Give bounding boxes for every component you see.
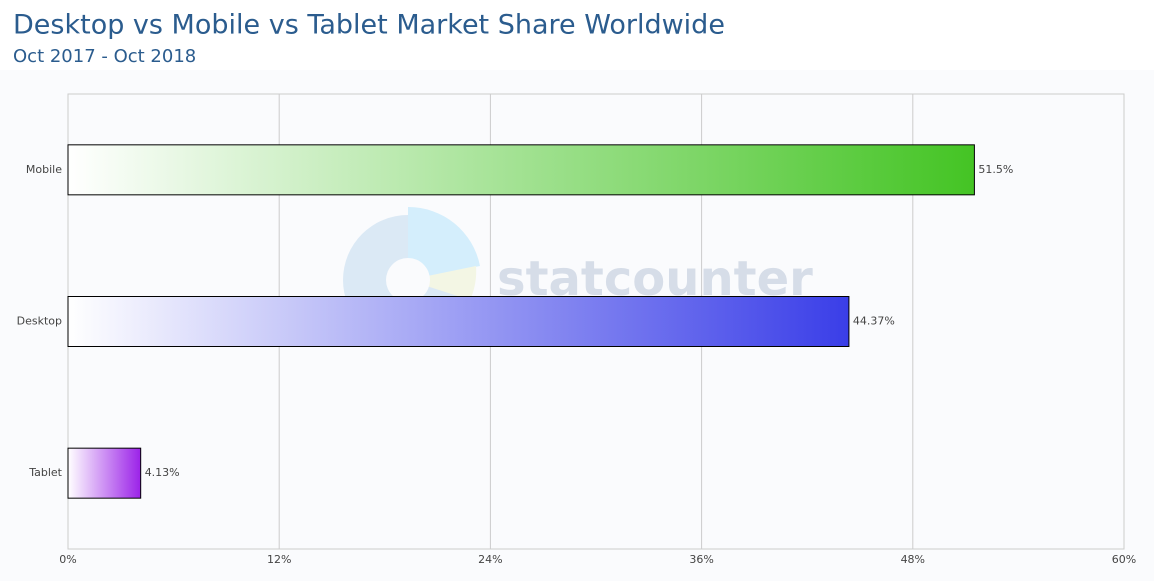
- y-tick-label: Mobile: [26, 163, 62, 176]
- value-label: 51.5%: [978, 163, 1013, 176]
- chart-subtitle: Oct 2017 - Oct 2018: [13, 46, 196, 67]
- bar: [67, 296, 850, 347]
- x-tick-label: 36%: [689, 553, 713, 566]
- chart-title: Desktop vs Mobile vs Tablet Market Share…: [13, 10, 725, 41]
- value-label: 4.13%: [145, 466, 180, 479]
- y-tick-label: Tablet: [28, 466, 62, 479]
- bar: [67, 447, 142, 499]
- x-tick-label: 12%: [267, 553, 291, 566]
- x-tick-label: 60%: [1112, 553, 1136, 566]
- x-tick-label: 24%: [478, 553, 502, 566]
- x-tick-label: 48%: [901, 553, 925, 566]
- x-tick-label: 0%: [59, 553, 76, 566]
- value-label: 44.37%: [853, 315, 895, 328]
- y-tick-label: Desktop: [17, 315, 62, 328]
- bar: [67, 144, 975, 196]
